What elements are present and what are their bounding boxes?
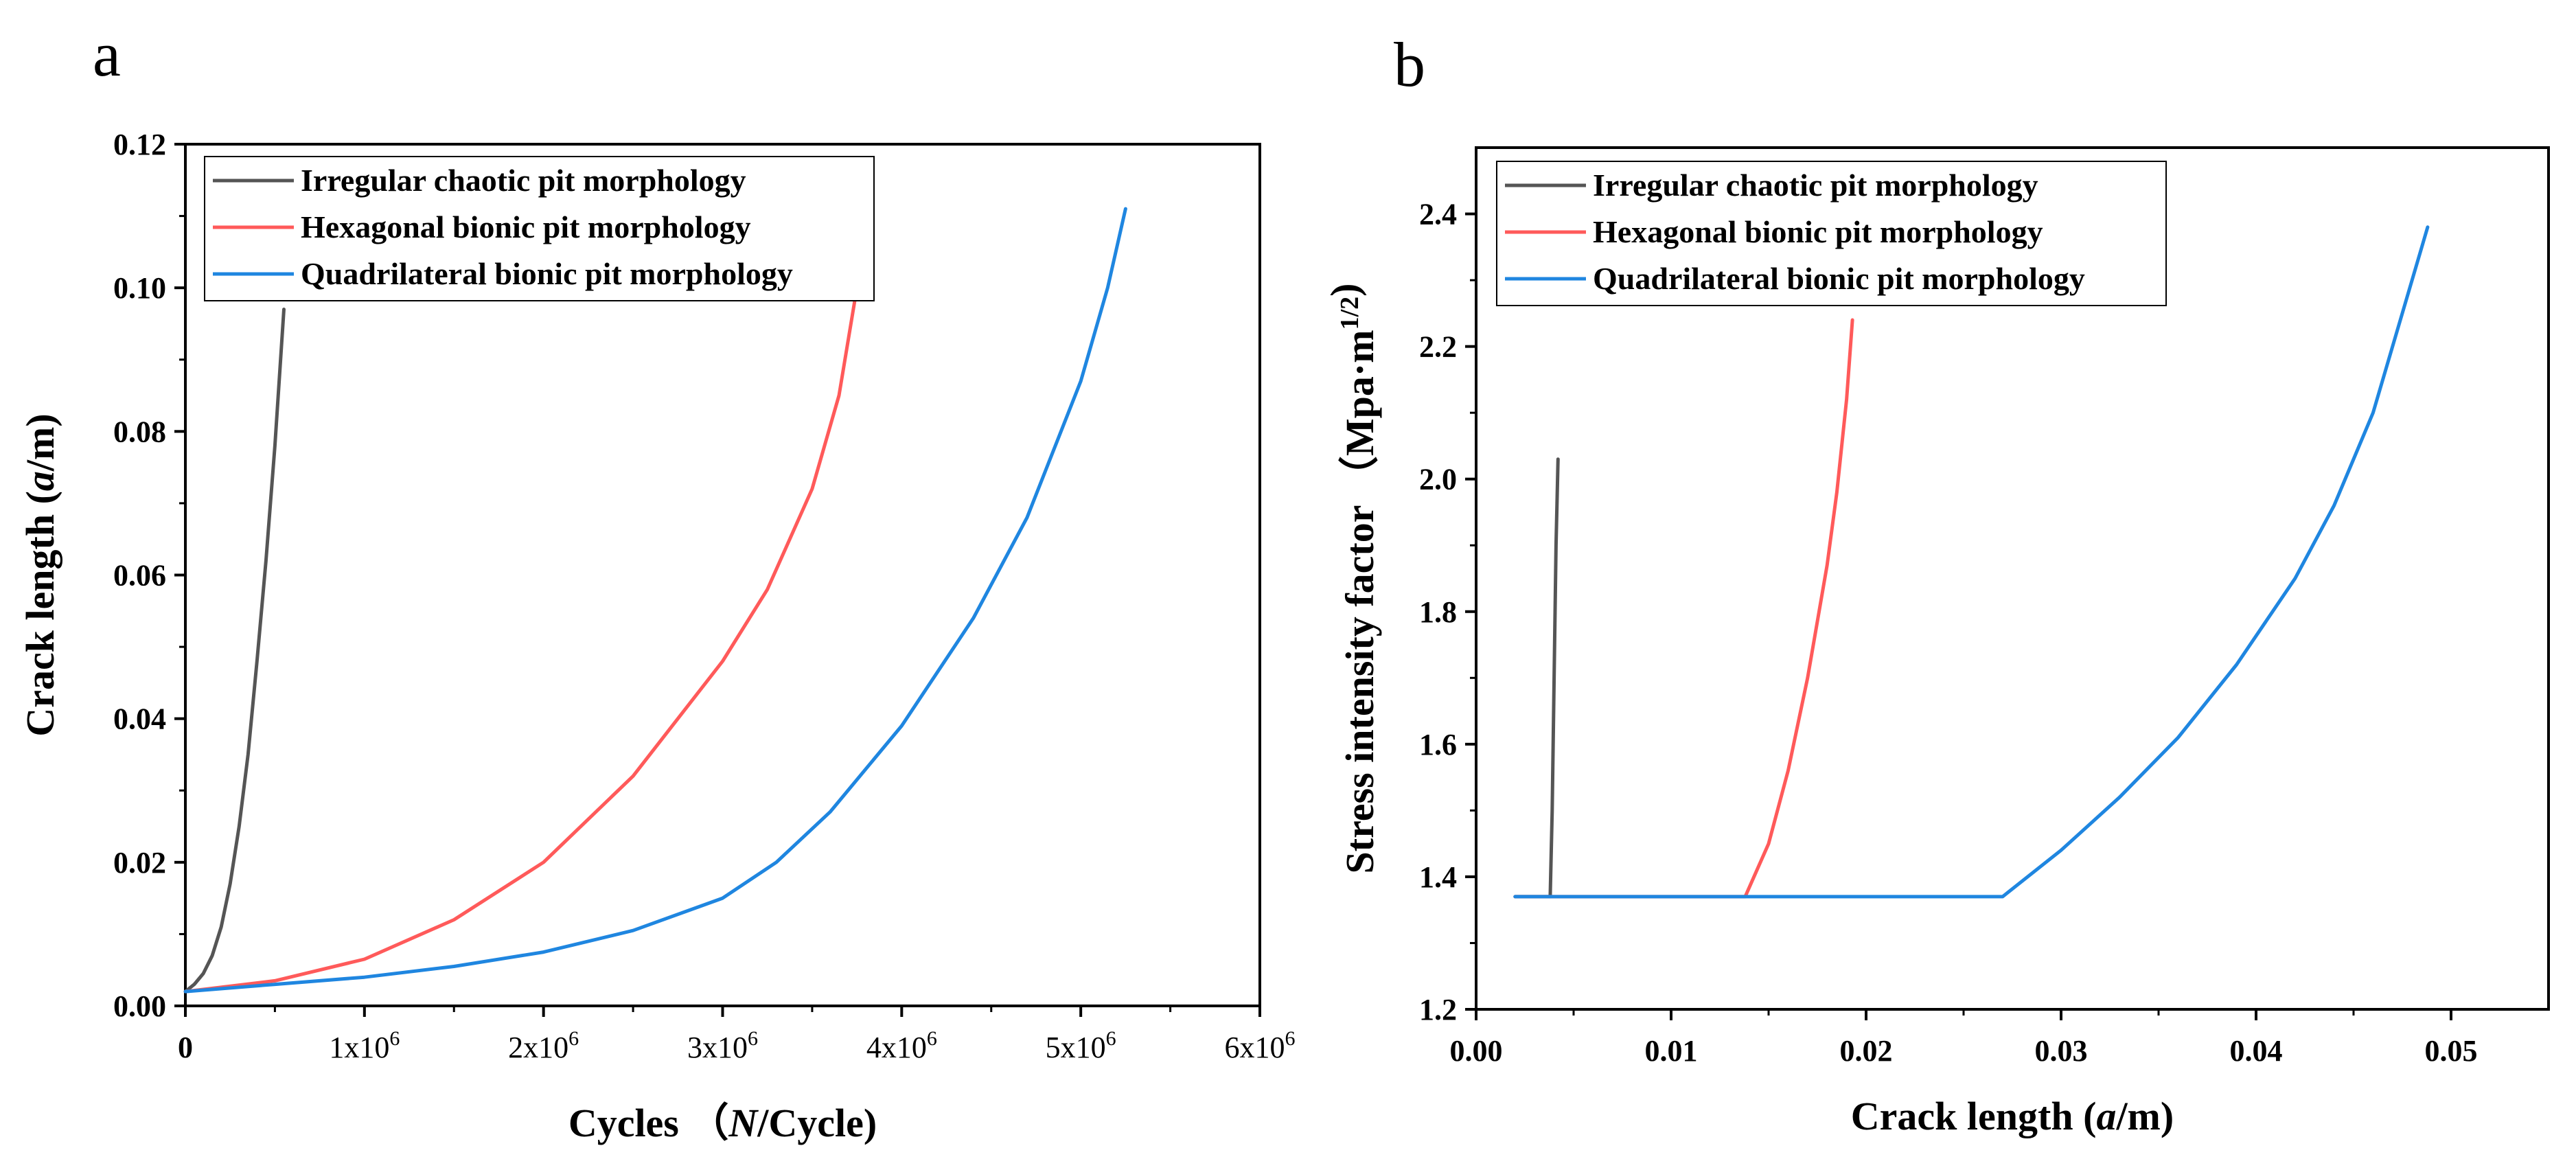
chart-a-y-axis-label: Crack length (a/m) [18,413,62,736]
chart-b-y-tick-label: 1.6 [1419,728,1457,761]
chart-a-x-tick-label: 1x106 [329,1027,400,1064]
chart-a-x-tick-label: 6x106 [1225,1027,1296,1064]
chart-b-series-line-2 [1513,318,1854,899]
chart-b-y-tick-label: 2.4 [1419,198,1457,231]
chart-b-legend-label-2: Hexagonal bionic pit morphology [1593,214,2043,249]
chart-b-y-tick-label: 1.4 [1419,860,1457,894]
chart-a-y-tick-label: 0.02 [113,846,166,880]
chart-a-x-tick-label: 3x106 [687,1027,758,1064]
chart-a-x-tick-label: 0 [178,1031,193,1064]
chart-a-x-tick-label: 2x106 [508,1027,579,1064]
chart-b-legend-box [1496,161,2167,306]
chart-a-x-tick-label: 4x106 [866,1027,937,1064]
chart-a-series-line-2 [183,286,859,994]
chart-a-series-line-3 [183,207,1127,994]
chart-b-legend: Irregular chaotic pit morphology Hexagona… [1496,161,2167,306]
chart-b-y-axis-label: Stress intensity factor （Mpa·m1/2) [1322,284,1382,874]
panel-label-b: b [1394,30,1425,100]
chart-a-y-tick-label: 0.12 [113,128,166,161]
chart-a-y-tick-label: 0.00 [113,989,166,1023]
chart-a-x-axis-label: Cycles （N/Cycle) [568,1101,877,1145]
chart-a-crack-length-vs-cycles: 0 1x106 2x106 3x106 4x106 5x106 6x106 0.00 0.02 0… [18,128,1296,1145]
chart-b-plot-frame [1475,146,2550,1011]
chart-a-legend-label-1: Irregular chaotic pit morphology [301,163,746,198]
chart-b-stress-intensity-vs-crack-length: 0.00 0.01 0.02 0.03 0.04 0.05 1.2 1.4 1.6 1.8 2.0 2… [1322,146,2550,1138]
chart-b-x-tick-label: 0.00 [1450,1034,1503,1068]
chart-b-y-tick-label: 2.0 [1419,463,1457,496]
chart-b-x-tick-label: 0.03 [2035,1034,2088,1068]
chart-b-y-tick-label: 1.8 [1419,595,1457,629]
chart-b-x-axis-label: Crack length (a/m) [1851,1094,2174,1138]
chart-a-series-line-1 [183,308,286,994]
chart-a-y-tick-label: 0.08 [113,415,166,448]
chart-a-y-tick-label: 0.10 [113,271,166,305]
chart-a-y-tick-label: 0.06 [113,559,166,593]
chart-b-y-tick-label: 1.2 [1419,993,1457,1026]
chart-b-series-line-1 [1513,457,1560,899]
chart-a-legend-label-2: Hexagonal bionic pit morphology [301,209,751,244]
panel-label-a: a [93,19,121,89]
chart-b-legend-label-3: Quadrilateral bionic pit morphology [1593,261,2085,296]
chart-a-legend-label-3: Quadrilateral bionic pit morphology [301,256,793,291]
chart-b-y-tick-label: 2.2 [1419,330,1457,364]
chart-a-legend-box [204,156,875,301]
chart-b-series-line-3 [1513,225,2430,899]
chart-a-y-tick-label: 0.04 [113,702,166,736]
chart-b-legend-label-1: Irregular chaotic pit morphology [1593,168,2038,203]
chart-a-legend: Irregular chaotic pit morphology Hexagona… [204,156,875,301]
chart-a-x-tick-label: 5x106 [1046,1027,1116,1064]
chart-b-x-tick-label: 0.04 [2230,1034,2283,1068]
chart-b-x-tick-label: 0.02 [1840,1034,1893,1068]
chart-b-x-tick-label: 0.01 [1645,1034,1698,1068]
chart-b-x-tick-label: 0.05 [2425,1034,2478,1068]
